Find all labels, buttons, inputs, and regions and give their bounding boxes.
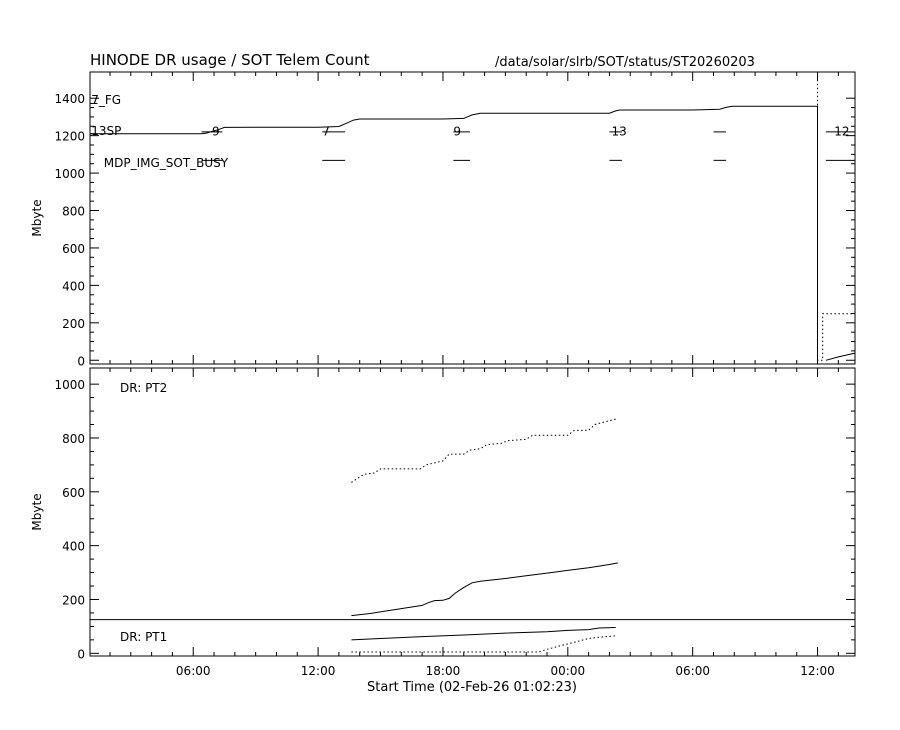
dr-partition-ytick-label: 800 [62,432,85,446]
dr-usage-series-solid-0 [90,105,818,361]
dr-usage-plot-frame [89,71,856,365]
dr-usage-y-label: Mbyte [30,199,44,236]
xtick-label: 12:00 [800,664,835,678]
dr-usage-ytick-label: 1200 [54,130,85,144]
dr-partition-plot-frame [89,367,856,657]
dr-usage-series [90,75,856,361]
time-axis: 06:00 12:00 18:00 00:00 06:00 12:00 [176,664,835,678]
dr-partition-ytick-label: 1000 [54,378,85,392]
xtick-label: 18:00 [426,664,461,678]
dr-partition-y-label: Mbyte [30,493,44,530]
xtick-label: 06:00 [675,664,710,678]
dr-usage-ytick-label: 200 [62,317,85,331]
dr-usage-ytick-label: 0 [77,354,85,368]
xtick-label: 00:00 [551,664,586,678]
x-axis-label: Start Time (02-Feb-26 01:02:23) [367,680,577,695]
dr-partition-series-solid-2 [351,627,616,641]
dr-usage-axes: 0 200 400 600 800 1000 1200 1400 [54,72,855,368]
data-file-path: /data/solar/slrb/SOT/status/ST20260203 [495,55,755,70]
dr-partition-panel: Mbyte 0 200 400 600 800 1000 DR: PT2 DR: PT1 [30,367,856,661]
dr-partition-ytick-label: 0 [77,647,85,661]
dr-usage-ytick-label: 600 [62,242,85,256]
xtick-label: 12:00 [301,664,336,678]
dr-partition-ytick-label: 600 [62,486,85,500]
dr-usage-ytick-label: 800 [62,205,85,219]
program-marker-label: 13SP [91,124,121,138]
xtick-label: 06:00 [176,664,211,678]
dr-usage-ytick-label: 400 [62,279,85,293]
dr-partition-ytick-label: 200 [62,593,85,607]
dr-partition-series-dotted-1 [351,418,616,483]
dr-usage-ytick-label: 1000 [54,167,85,181]
dr-usage-series-solid-1 [825,352,856,361]
dr-partition-ytick-label: 400 [62,540,85,554]
chart-title: HINODE DR usage / SOT Telem Count [90,51,370,69]
dr-partition-series-solid-0 [351,562,618,617]
dr-partition-series [90,418,855,653]
dr-usage-series-dotted-2 [817,75,855,361]
pt1-label: DR: PT1 [120,630,167,644]
pt2-label: DR: PT2 [120,381,167,395]
dr-usage-ytick-label: 1400 [54,92,85,106]
dr-usage-panel: Mbyte 0 200 400 600 800 1000 1200 1400 7_FG 13SP… [30,71,856,368]
program-marker-label: MDP_IMG_SOT_BUSY [104,156,229,170]
program-marker-label: 7_FG [91,93,121,107]
dr-partition-axes: 0 200 400 600 800 1000 [54,368,855,661]
